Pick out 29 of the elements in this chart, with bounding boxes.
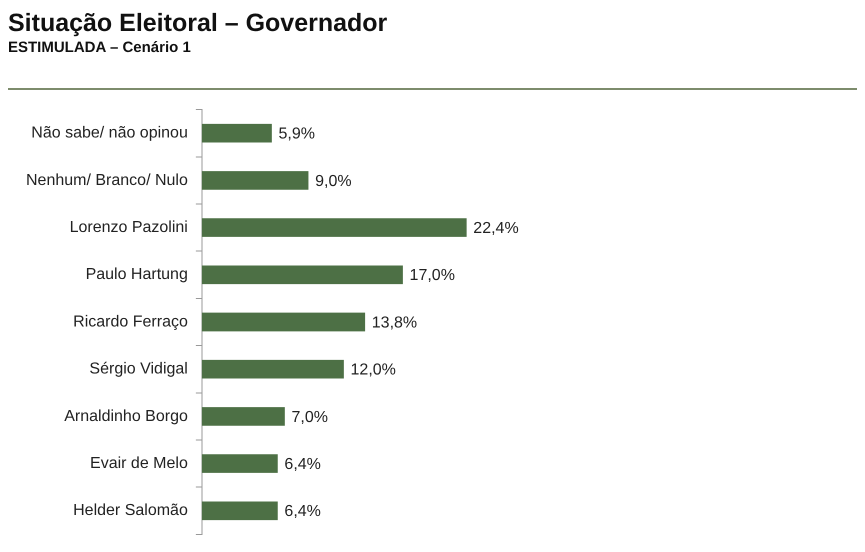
chart-subtitle: ESTIMULADA – Cenário 1	[8, 38, 192, 58]
data-label: 9,0%	[315, 172, 352, 190]
bar	[202, 454, 278, 473]
y-tick-label: Paulo Hartung	[86, 266, 188, 284]
bar	[202, 171, 308, 190]
y-tick-label: Helder Salomão	[73, 502, 188, 520]
data-label: 17,0%	[410, 267, 455, 284]
data-label: 12,0%	[350, 362, 396, 379]
y-tick-label: Sérgio Vidigal	[89, 360, 188, 378]
bar	[202, 407, 285, 426]
data-label: 7,0%	[292, 408, 328, 426]
y-tick-label: Arnaldinho Borgo	[64, 408, 188, 425]
y-tick-label: Evair de Melo	[90, 455, 188, 472]
data-label: 13,8%	[372, 314, 418, 332]
data-label: 6,4%	[284, 503, 321, 520]
bar	[202, 312, 366, 332]
y-tick-label: Nenhum/ Branco/ Nulo	[26, 172, 188, 189]
bar	[202, 265, 403, 284]
y-tick-label: Não sabe/ não opinou	[31, 124, 188, 142]
data-label: 22,4%	[473, 220, 519, 238]
bar	[202, 501, 278, 520]
data-label: 5,9%	[278, 126, 315, 143]
bar	[202, 360, 344, 379]
chart-title: Situação Eleitoral – Governador	[8, 8, 388, 38]
data-label: 6,4%	[284, 456, 321, 474]
y-tick-label: Ricardo Ferraço	[73, 313, 188, 330]
bar	[202, 218, 467, 237]
bar	[202, 124, 272, 143]
y-tick-label: Lorenzo Pazolini	[70, 219, 188, 236]
